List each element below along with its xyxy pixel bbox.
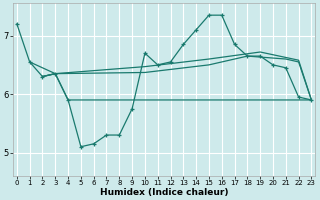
X-axis label: Humidex (Indice chaleur): Humidex (Indice chaleur)	[100, 188, 228, 197]
